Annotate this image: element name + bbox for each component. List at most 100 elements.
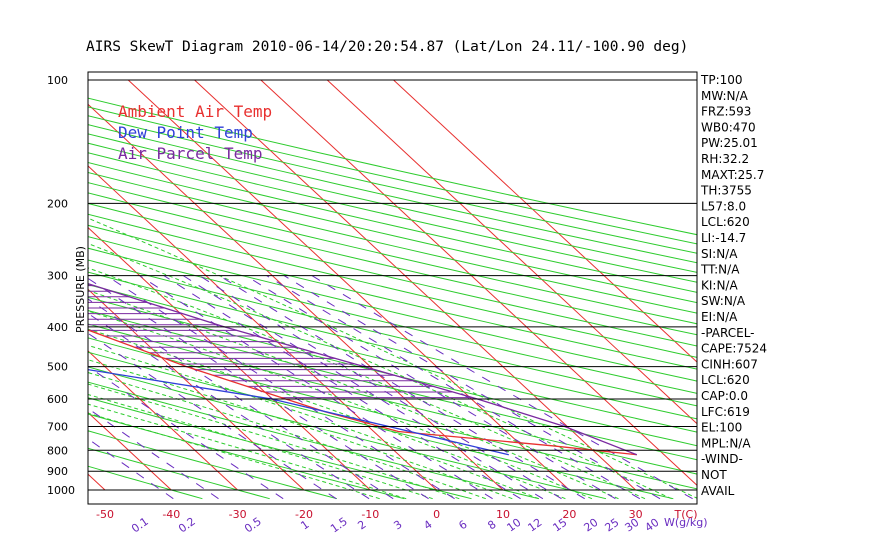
index-value: WB0:470 bbox=[701, 120, 756, 134]
dry-adiabat bbox=[88, 296, 697, 447]
pressure-tick-label: 1000 bbox=[47, 484, 75, 497]
pressure-tick-label: 900 bbox=[47, 465, 68, 478]
profiles bbox=[88, 282, 638, 456]
mixing-ratio-tick-label: 0.1 bbox=[129, 515, 151, 536]
mixing-ratio-line bbox=[88, 332, 337, 500]
moist-adiabat bbox=[88, 243, 672, 500]
dry-adiabat bbox=[88, 413, 405, 500]
parcel-temp-line bbox=[88, 282, 638, 456]
dry-adiabat bbox=[88, 447, 270, 500]
dry-adiabat bbox=[88, 124, 697, 264]
axes: 1002003004005006007008009001000-120-110-… bbox=[47, 74, 708, 536]
pressure-tick-label: 100 bbox=[47, 74, 68, 87]
mixing-ratio-tick-label: 40 bbox=[643, 516, 662, 535]
mixing-ratio-line bbox=[266, 275, 641, 500]
mixing-ratio-tick-label: 3 bbox=[391, 518, 404, 533]
index-value: MW:N/A bbox=[701, 89, 749, 103]
index-value: SW:N/A bbox=[701, 294, 746, 308]
index-value: CAPE:7524 bbox=[701, 342, 767, 356]
dry-adiabat bbox=[88, 152, 697, 293]
index-value: EL:100 bbox=[701, 421, 742, 435]
dry-adiabat bbox=[88, 397, 472, 500]
mixing-ratio-tick-label: 1.5 bbox=[328, 515, 350, 536]
moist-adiabat bbox=[88, 310, 593, 500]
moist-adiabat bbox=[88, 289, 619, 500]
index-value: LFC:619 bbox=[701, 405, 750, 419]
index-value: NOT bbox=[701, 468, 727, 482]
plot-frame bbox=[87, 71, 698, 505]
isotherm-line bbox=[88, 288, 305, 491]
mixing-ratio-line bbox=[139, 275, 493, 500]
moist-adiabat bbox=[88, 217, 697, 499]
dry-adiabat bbox=[88, 381, 539, 500]
index-value: LI:-14.7 bbox=[701, 231, 746, 245]
isotherm-line bbox=[88, 411, 172, 491]
moist-adiabat bbox=[88, 393, 433, 500]
index-value: CAP:0.0 bbox=[701, 389, 748, 403]
index-value: MPL:N/A bbox=[701, 436, 751, 450]
moist-adiabat bbox=[88, 383, 460, 500]
dry-adiabat bbox=[88, 284, 697, 433]
mixing-ratio-unit-label: W(g/kg) bbox=[664, 516, 708, 529]
index-value: TP:100 bbox=[700, 73, 743, 87]
dry-adiabat bbox=[88, 202, 697, 347]
index-value: AVAIL bbox=[701, 484, 735, 498]
isotherm-line bbox=[260, 79, 697, 487]
mixing-ratio-line bbox=[88, 298, 394, 500]
moist-adiabat bbox=[88, 372, 486, 500]
dry-adiabat bbox=[88, 171, 697, 314]
mixing-ratio-line bbox=[88, 312, 370, 500]
index-value: CINH:607 bbox=[701, 357, 758, 371]
mixing-ratio-line bbox=[88, 365, 284, 500]
dry-adiabat bbox=[88, 259, 697, 407]
dry-adiabat bbox=[88, 142, 697, 283]
mixing-ratio-tick-label: 6 bbox=[456, 518, 469, 533]
index-value: -WIND- bbox=[701, 452, 743, 466]
mixing-ratio-line bbox=[88, 407, 219, 500]
bottom-temp-tick-label: 10 bbox=[496, 508, 510, 521]
mixing-ratio-line bbox=[245, 275, 616, 500]
dry-adiabat bbox=[88, 271, 697, 420]
mixing-ratio-line bbox=[182, 275, 544, 500]
mixing-ratio-line bbox=[88, 277, 429, 500]
mixing-ratio-tick-label: 20 bbox=[582, 516, 601, 535]
moist-adiabat bbox=[88, 328, 566, 500]
chart-title: AIRS SkewT Diagram 2010-06-14/20:20:54.8… bbox=[86, 39, 688, 55]
dry-adiabat bbox=[88, 247, 697, 394]
mixing-ratio-tick-label: 25 bbox=[603, 516, 622, 535]
isotherm-line bbox=[0, 80, 39, 490]
isotherm-line bbox=[127, 79, 570, 491]
dry-adiabat bbox=[88, 213, 697, 358]
index-value: -PARCEL- bbox=[701, 326, 755, 340]
pressure-tick-label: 600 bbox=[47, 393, 68, 406]
dry-adiabat bbox=[88, 465, 203, 500]
legend-parcel: Air Parcel Temp bbox=[118, 144, 263, 163]
bottom-temp-tick-label: -50 bbox=[96, 508, 114, 521]
isotherm-line bbox=[88, 226, 371, 491]
legend-dewpoint: Dew Point Temp bbox=[118, 123, 253, 142]
dewpoint-line bbox=[88, 368, 509, 456]
index-value: RH:32.2 bbox=[701, 152, 749, 166]
bottom-temp-tick-label: 0 bbox=[433, 508, 440, 521]
index-value: SI:N/A bbox=[701, 247, 738, 261]
index-value: EI:N/A bbox=[701, 310, 738, 324]
mixing-ratio-tick-label: 12 bbox=[526, 516, 545, 535]
index-value: LCL:620 bbox=[701, 373, 750, 387]
pressure-tick-label: 500 bbox=[47, 361, 68, 374]
dry-adiabat bbox=[88, 224, 697, 370]
bottom-temp-tick-label: -10 bbox=[361, 508, 379, 521]
y-axis-label: PRESSURE (MB) bbox=[74, 246, 87, 333]
isotherm-line bbox=[88, 350, 238, 491]
ambient-temp-line bbox=[88, 329, 637, 456]
moist-adiabat bbox=[88, 344, 540, 500]
bottom-temp-tick-label: -30 bbox=[229, 508, 247, 521]
mixing-ratio-line bbox=[219, 275, 585, 500]
index-value: MAXT:25.7 bbox=[701, 168, 764, 182]
mixing-ratio-line bbox=[106, 275, 455, 500]
bottom-temp-tick-label: -40 bbox=[162, 508, 180, 521]
mixing-ratio-line bbox=[199, 275, 562, 500]
bottom-temp-tick-label: 20 bbox=[562, 508, 576, 521]
moist-adiabat bbox=[88, 267, 646, 500]
